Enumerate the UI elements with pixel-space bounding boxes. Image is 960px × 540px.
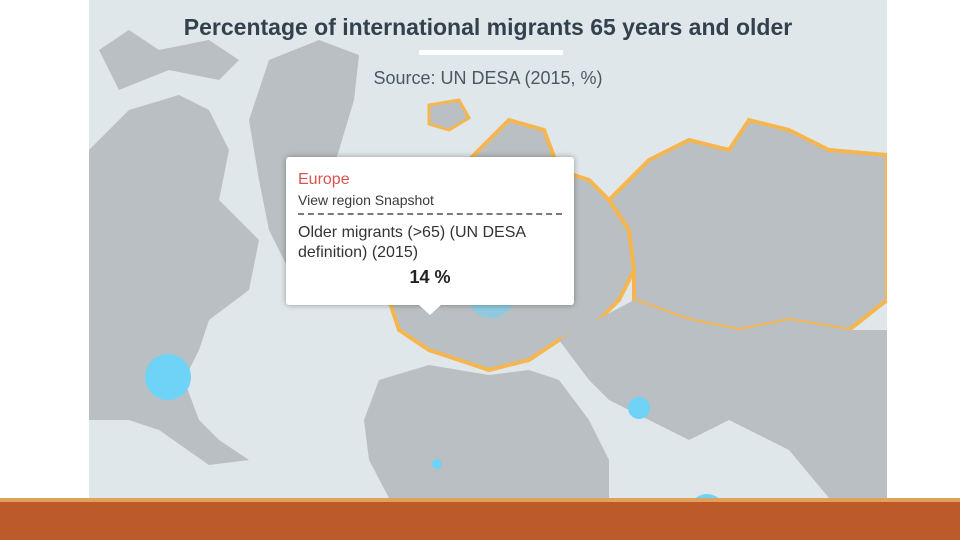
land-canada-islands xyxy=(99,30,239,90)
bubble-south-asia[interactable] xyxy=(628,397,650,419)
land-africa xyxy=(364,365,609,498)
bubble-central-africa[interactable] xyxy=(432,459,442,469)
view-region-snapshot-link[interactable]: View region Snapshot xyxy=(298,192,434,208)
tooltip-region-name: Europe xyxy=(298,171,350,188)
land-asia xyxy=(559,300,887,498)
tooltip-metric-label: Older migrants (>65) (UN DESA definition… xyxy=(298,224,526,261)
map-panel: Percentage of international migrants 65 … xyxy=(89,0,887,498)
land-russia xyxy=(606,117,887,333)
tooltip-divider xyxy=(298,213,562,215)
title-underline xyxy=(419,50,563,55)
tooltip-metric-value: 14 % xyxy=(409,267,451,287)
land-svalbard xyxy=(427,98,472,132)
land-north-america xyxy=(89,95,259,465)
bubble-north-america[interactable] xyxy=(145,354,191,400)
land-greenland xyxy=(249,40,359,270)
slide-accent-strip xyxy=(0,498,960,502)
map-subtitle: Source: UN DESA (2015, %) xyxy=(373,68,603,88)
bubble-southeast-asia[interactable] xyxy=(689,494,725,498)
region-tooltip: Europe View region Snapshot Older migran… xyxy=(286,157,574,315)
slide-footer-bar xyxy=(0,502,960,540)
map-title: Percentage of international migrants 65 … xyxy=(183,14,793,40)
